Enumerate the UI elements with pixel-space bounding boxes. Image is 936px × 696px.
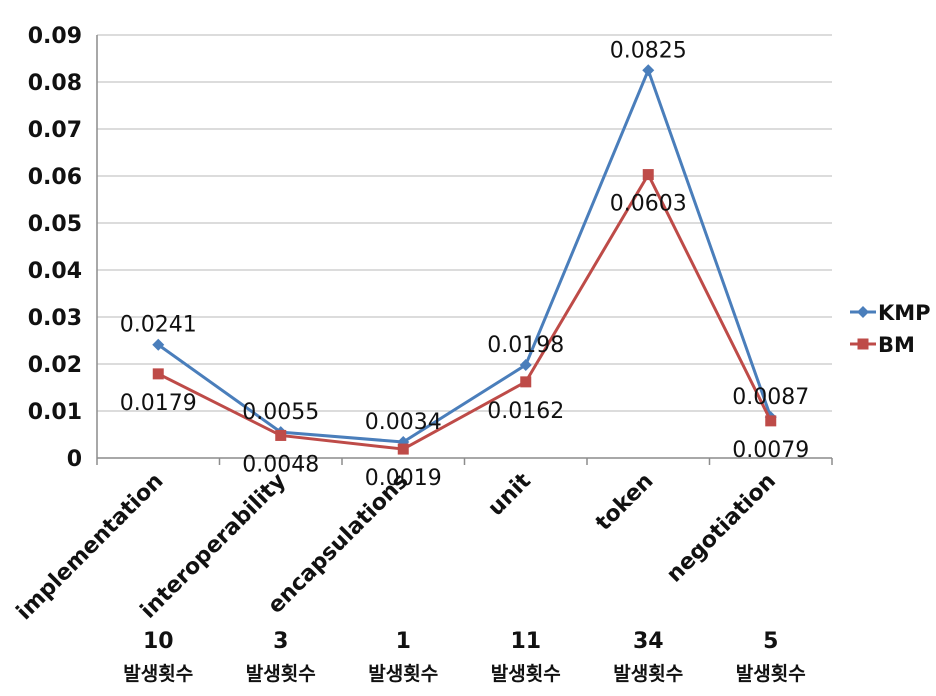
count-unit-label: 발생횟수 bbox=[736, 663, 806, 685]
data-label-bm: 0.0019 bbox=[365, 466, 442, 491]
data-point-bm bbox=[642, 169, 654, 181]
data-point-kmp bbox=[642, 64, 655, 77]
data-label-kmp: 0.0241 bbox=[120, 313, 197, 338]
series-line-kmp bbox=[157, 68, 773, 444]
data-point-kmp bbox=[152, 338, 165, 351]
y-axis: 0 0.01 0.02 0.03 0.04 0.05 0.06 0.07 0.08 0.09 bbox=[28, 24, 98, 472]
y-tick-label: 0.02 bbox=[28, 353, 82, 378]
legend-label-bm: BM bbox=[878, 333, 915, 357]
legend-marker-bm bbox=[857, 338, 869, 350]
count-label: 3 bbox=[273, 629, 288, 654]
count-label: 5 bbox=[763, 629, 778, 654]
legend-marker-kmp bbox=[857, 306, 869, 318]
data-point-bm bbox=[520, 376, 532, 388]
data-label-kmp: 0.0198 bbox=[487, 333, 564, 358]
count-unit-label: 발생횟수 bbox=[368, 663, 438, 685]
legend: KMP BM bbox=[850, 301, 931, 357]
data-labels: 0.0241 0.0055 0.0034 0.0198 0.0825 0.0087 0.01… bbox=[120, 38, 809, 491]
x-tick-label: negotiation bbox=[662, 469, 781, 588]
count-unit-label: 발생횟수 bbox=[123, 663, 193, 685]
data-point-bm bbox=[765, 415, 777, 427]
y-tick-label: 0.05 bbox=[28, 212, 82, 237]
x-axis: implementation10발생횟수interoperability3발생횟… bbox=[12, 458, 833, 685]
y-tick-label: 0.03 bbox=[28, 306, 82, 331]
count-label: 1 bbox=[396, 629, 411, 654]
data-label-kmp: 0.0087 bbox=[732, 385, 809, 410]
y-tick-label: 0.04 bbox=[28, 259, 82, 284]
data-point-bm bbox=[397, 443, 409, 455]
count-unit-label: 발생횟수 bbox=[491, 663, 561, 685]
data-label-bm: 0.0603 bbox=[610, 192, 687, 217]
data-label-bm: 0.0162 bbox=[487, 399, 564, 424]
count-label: 34 bbox=[633, 629, 664, 654]
y-tick-label: 0 bbox=[67, 447, 82, 472]
count-label: 10 bbox=[143, 629, 174, 654]
data-point-bm bbox=[275, 429, 287, 441]
data-point-kmp bbox=[519, 358, 532, 371]
y-tick-label: 0.07 bbox=[28, 118, 82, 143]
data-label-kmp: 0.0034 bbox=[365, 410, 442, 435]
data-label-bm: 0.0048 bbox=[242, 452, 319, 477]
data-label-kmp: 0.0825 bbox=[610, 38, 687, 63]
count-unit-label: 발생횟수 bbox=[246, 663, 316, 685]
count-unit-label: 발생횟수 bbox=[613, 663, 683, 685]
legend-label-kmp: KMP bbox=[878, 301, 931, 325]
data-label-kmp: 0.0055 bbox=[242, 400, 319, 425]
x-tick-label: unit bbox=[483, 468, 536, 521]
gridlines bbox=[97, 34, 832, 459]
y-tick-label: 0.06 bbox=[28, 165, 82, 190]
y-tick-label: 0.09 bbox=[28, 24, 82, 49]
x-tick-label: token bbox=[591, 469, 658, 536]
data-label-bm: 0.0179 bbox=[120, 391, 197, 416]
data-label-bm: 0.0079 bbox=[732, 438, 809, 463]
count-label: 11 bbox=[510, 629, 541, 654]
data-point-bm bbox=[152, 368, 164, 380]
series-line-bm bbox=[157, 173, 773, 451]
series-group bbox=[152, 64, 777, 455]
y-tick-label: 0.01 bbox=[28, 400, 82, 425]
y-tick-label: 0.08 bbox=[28, 71, 82, 96]
